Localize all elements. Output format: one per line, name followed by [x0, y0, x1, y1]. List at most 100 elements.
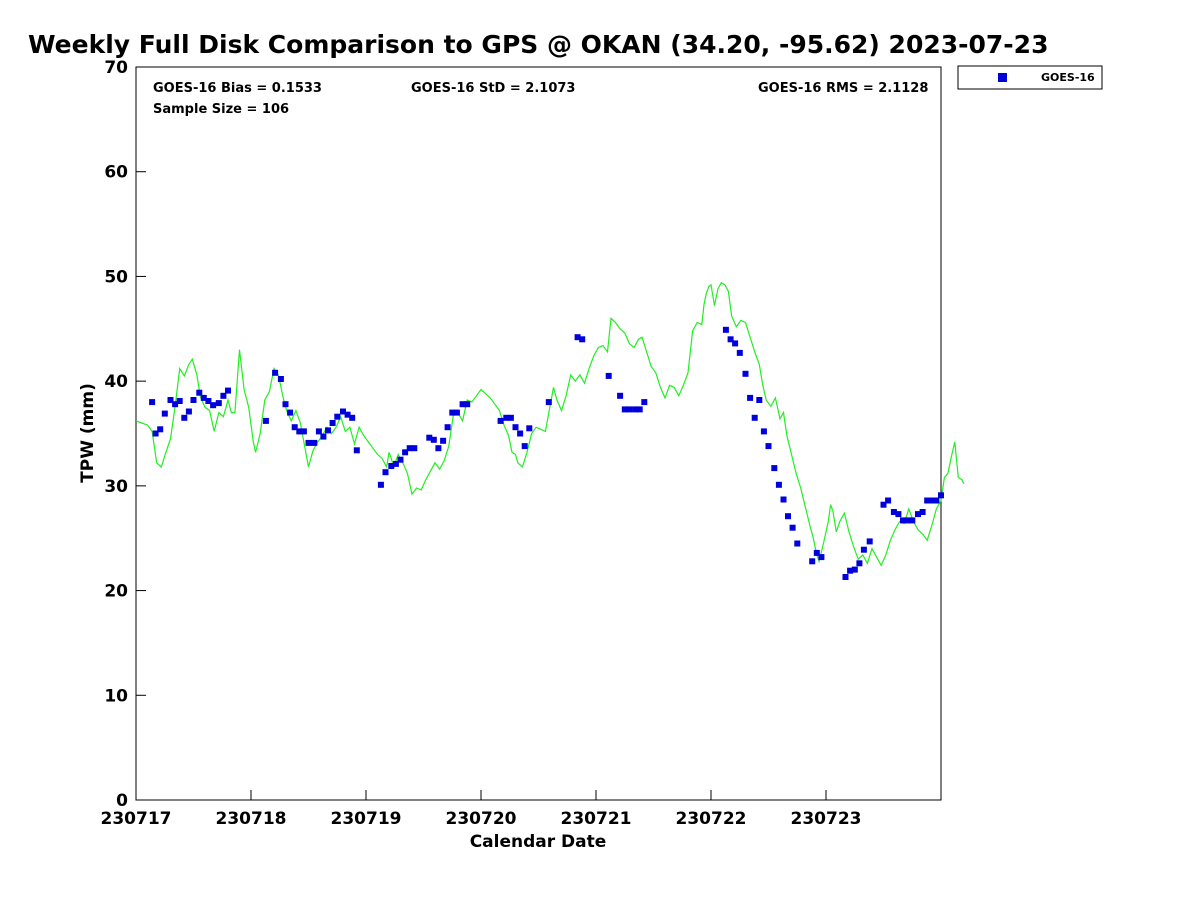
goes16-data-point	[406, 445, 413, 452]
y-tick-label: 40	[104, 372, 128, 392]
goes16-data-point	[919, 509, 926, 515]
chart-title: Weekly Full Disk Comparison to GPS @ OKA…	[28, 30, 1049, 59]
legend: GOES-16	[957, 65, 1103, 90]
goes16-data-point	[497, 417, 504, 424]
gps-tpw-series	[135, 281, 965, 567]
goes16-data-point	[818, 554, 825, 561]
goes16-data-point	[402, 449, 409, 456]
goes16-data-point	[392, 460, 399, 467]
goes16-data-point	[426, 434, 433, 441]
goes16-data-point	[574, 334, 581, 341]
legend-marker-goes16	[998, 73, 1007, 82]
rms-stat: GOES-16 RMS = 2.1128	[758, 81, 928, 96]
goes16-data-point	[785, 513, 791, 520]
goes16-data-point	[789, 524, 796, 531]
goes16-data-point	[325, 427, 331, 434]
goes16-data-point	[161, 410, 168, 417]
goes16-data-point	[503, 414, 510, 421]
goes16-data-point	[181, 414, 188, 421]
goes16-data-point	[866, 538, 873, 545]
goes16-data-point	[507, 414, 514, 421]
y-axis-label: TPW (mm)	[78, 383, 98, 483]
goes16-data-point	[900, 517, 906, 524]
goes16-data-point	[320, 433, 327, 440]
goes16-data-point	[747, 394, 754, 401]
x-tick-label: 230722	[676, 809, 747, 829]
goes16-data-point	[440, 437, 447, 444]
goes16-data-point	[225, 387, 231, 394]
y-tick-label: 0	[116, 791, 128, 811]
goes16-data-point	[305, 439, 312, 446]
goes16-data-point	[895, 511, 902, 518]
goes16-data-point	[411, 445, 418, 452]
goes16-data-point	[909, 517, 916, 524]
goes16-data-point	[220, 392, 227, 399]
legend-box	[957, 65, 1103, 90]
goes16-data-point	[464, 401, 471, 408]
x-axis-label: Calendar Date	[470, 832, 607, 852]
goes16-data-point	[200, 394, 207, 401]
y-tick-label: 70	[104, 58, 128, 78]
goes16-data-point	[621, 406, 628, 413]
goes16-data-point	[449, 409, 456, 416]
legend-label-goes16: GOES-16	[1041, 71, 1095, 84]
goes16-data-point	[152, 430, 159, 437]
goes16-data-point	[296, 428, 303, 435]
goes16-data-point	[809, 558, 816, 565]
goes16-data-point	[727, 336, 734, 343]
goes16-data-point	[756, 397, 763, 403]
goes16-data-point	[751, 414, 758, 421]
goes16-data-point	[340, 408, 346, 415]
goes16-data-point	[430, 436, 437, 443]
y-tick-label: 60	[104, 163, 128, 183]
goes16-data-point	[196, 389, 203, 396]
y-tick-label: 10	[104, 686, 128, 706]
goes16-data-point	[636, 406, 643, 413]
x-tick-label: 230723	[791, 809, 862, 829]
goes16-data-point	[904, 517, 911, 524]
goes16-data-point	[915, 511, 921, 518]
goes16-data-point	[349, 414, 356, 421]
plot-frame	[135, 66, 942, 801]
goes16-data-point	[282, 401, 289, 408]
goes16-data-point	[397, 456, 404, 463]
goes16-data-point	[291, 424, 298, 431]
goes16-data-point	[459, 401, 466, 408]
goes16-data-point	[632, 406, 639, 413]
x-axis: 230717 230718 230719 230720 230721 230722 2307…	[101, 790, 862, 829]
goes16-data-point	[517, 430, 524, 437]
goes16-data-point	[860, 546, 867, 553]
goes16-data-point	[353, 447, 360, 454]
goes16-tpw-series	[149, 326, 944, 580]
y-tick-label: 30	[104, 477, 128, 497]
goes16-data-point	[215, 400, 222, 407]
goes16-data-point	[780, 496, 787, 503]
x-tick-label: 230717	[101, 809, 172, 829]
goes16-data-point	[329, 420, 336, 426]
goes16-data-point	[736, 349, 743, 356]
goes16-data-point	[300, 428, 307, 435]
std-stat: GOES-16 StD = 2.1073	[411, 81, 575, 96]
goes16-data-point	[928, 497, 935, 504]
goes16-data-point	[933, 497, 940, 504]
goes16-data-point	[521, 443, 528, 450]
goes16-data-point	[617, 392, 624, 399]
gps-tpw-line	[135, 281, 965, 567]
goes16-data-point	[157, 426, 164, 433]
goes16-data-point	[775, 481, 782, 488]
goes16-data-point	[377, 481, 384, 488]
goes16-data-point	[847, 567, 854, 574]
goes16-data-point	[579, 336, 586, 343]
goes16-data-point	[626, 406, 633, 413]
goes16-data-point	[444, 424, 451, 431]
goes16-data-point	[732, 340, 739, 347]
goes16-data-point	[851, 566, 858, 573]
y-tick-label: 20	[104, 582, 128, 602]
goes16-data-point	[262, 417, 269, 424]
goes16-data-point	[924, 497, 931, 504]
goes16-data-point	[344, 411, 351, 418]
goes16-data-point	[512, 424, 519, 431]
goes16-data-point	[149, 399, 156, 406]
goes16-data-point	[760, 428, 767, 435]
